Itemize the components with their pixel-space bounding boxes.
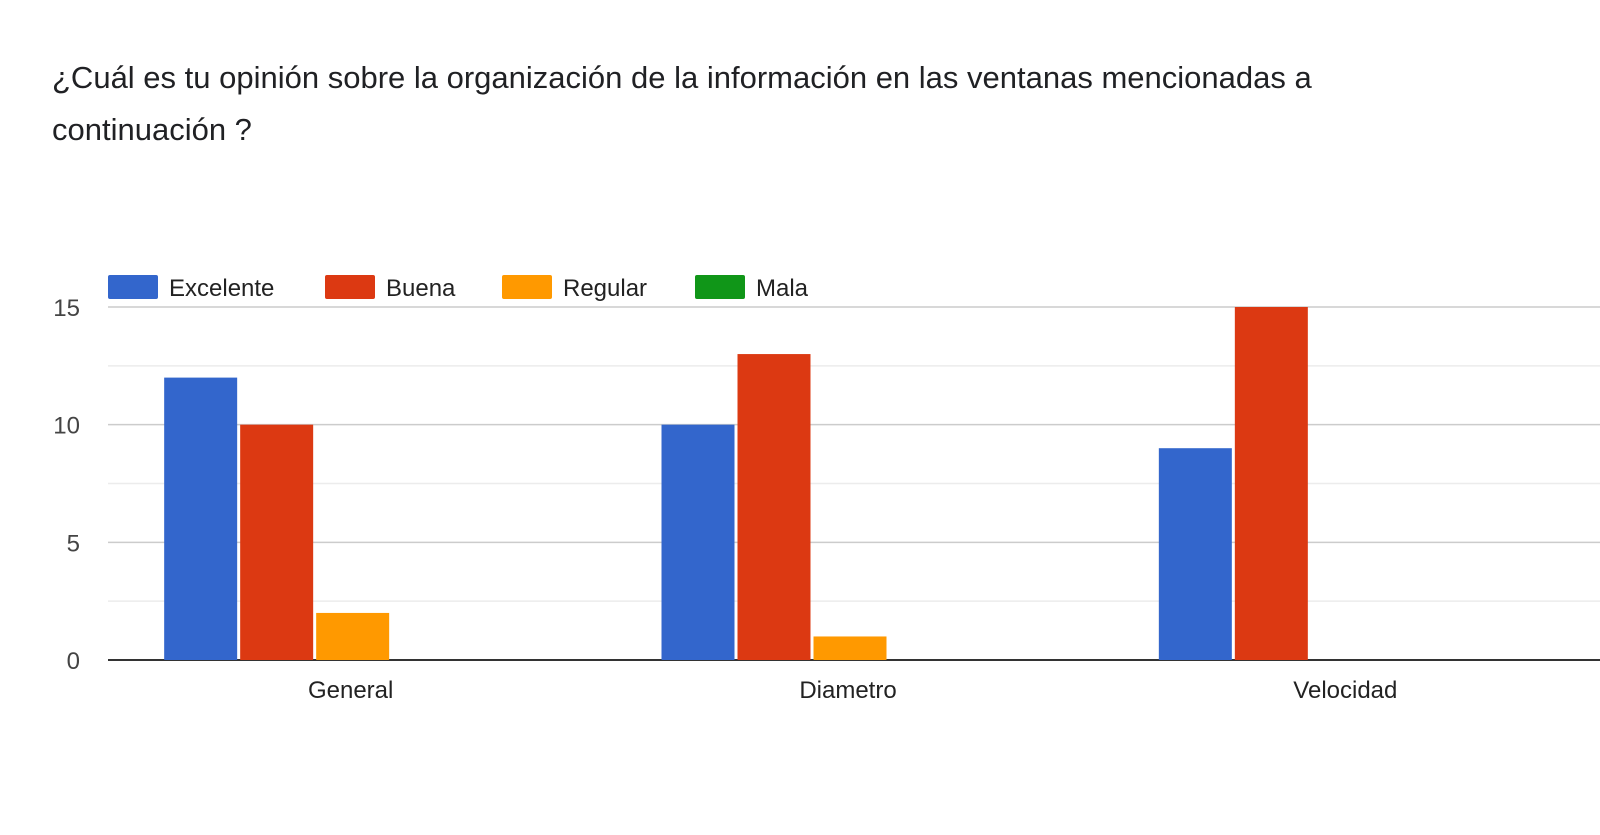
y-tick-label: 15 [53, 295, 80, 322]
bars [164, 307, 1308, 660]
y-tick-label: 0 [67, 648, 80, 675]
gridlines [108, 306, 1600, 661]
legend-swatch [325, 275, 375, 299]
bar-buena-general[interactable] [240, 424, 314, 660]
legend-label: Buena [386, 275, 456, 302]
legend-swatch [695, 275, 745, 299]
legend-item-buena[interactable]: Buena [325, 275, 456, 302]
legend-item-mala[interactable]: Mala [695, 275, 809, 302]
legend-label: Excelente [169, 275, 274, 302]
legend-swatch [502, 275, 552, 299]
bar-buena-velocidad[interactable] [1234, 307, 1308, 660]
bar-excelente-diametro[interactable] [661, 424, 735, 660]
x-tick-label: Diametro [799, 677, 896, 704]
y-tick-label: 5 [67, 530, 80, 557]
legend-item-excelente[interactable]: Excelente [108, 275, 274, 302]
bar-buena-diametro[interactable] [737, 354, 811, 660]
bar-regular-general[interactable] [316, 612, 390, 660]
legend-swatch [108, 275, 158, 299]
bar-excelente-velocidad[interactable] [1158, 448, 1232, 660]
x-tick-label: Velocidad [1293, 677, 1397, 704]
legend: Excelente Buena Regular Mala [108, 275, 809, 302]
question-title: ¿Cuál es tu opinión sobre la organizació… [52, 60, 1312, 147]
y-tick-label: 10 [53, 413, 80, 440]
legend-label: Regular [563, 275, 647, 302]
y-axis-labels: 0 5 10 15 [53, 295, 80, 675]
x-axis-labels: General Diametro Velocidad [308, 677, 1397, 704]
legend-item-regular[interactable]: Regular [502, 275, 647, 302]
x-tick-label: General [308, 677, 393, 704]
legend-label: Mala [756, 275, 809, 302]
bar-excelente-general[interactable] [164, 377, 238, 660]
bar-regular-diametro[interactable] [813, 636, 887, 660]
